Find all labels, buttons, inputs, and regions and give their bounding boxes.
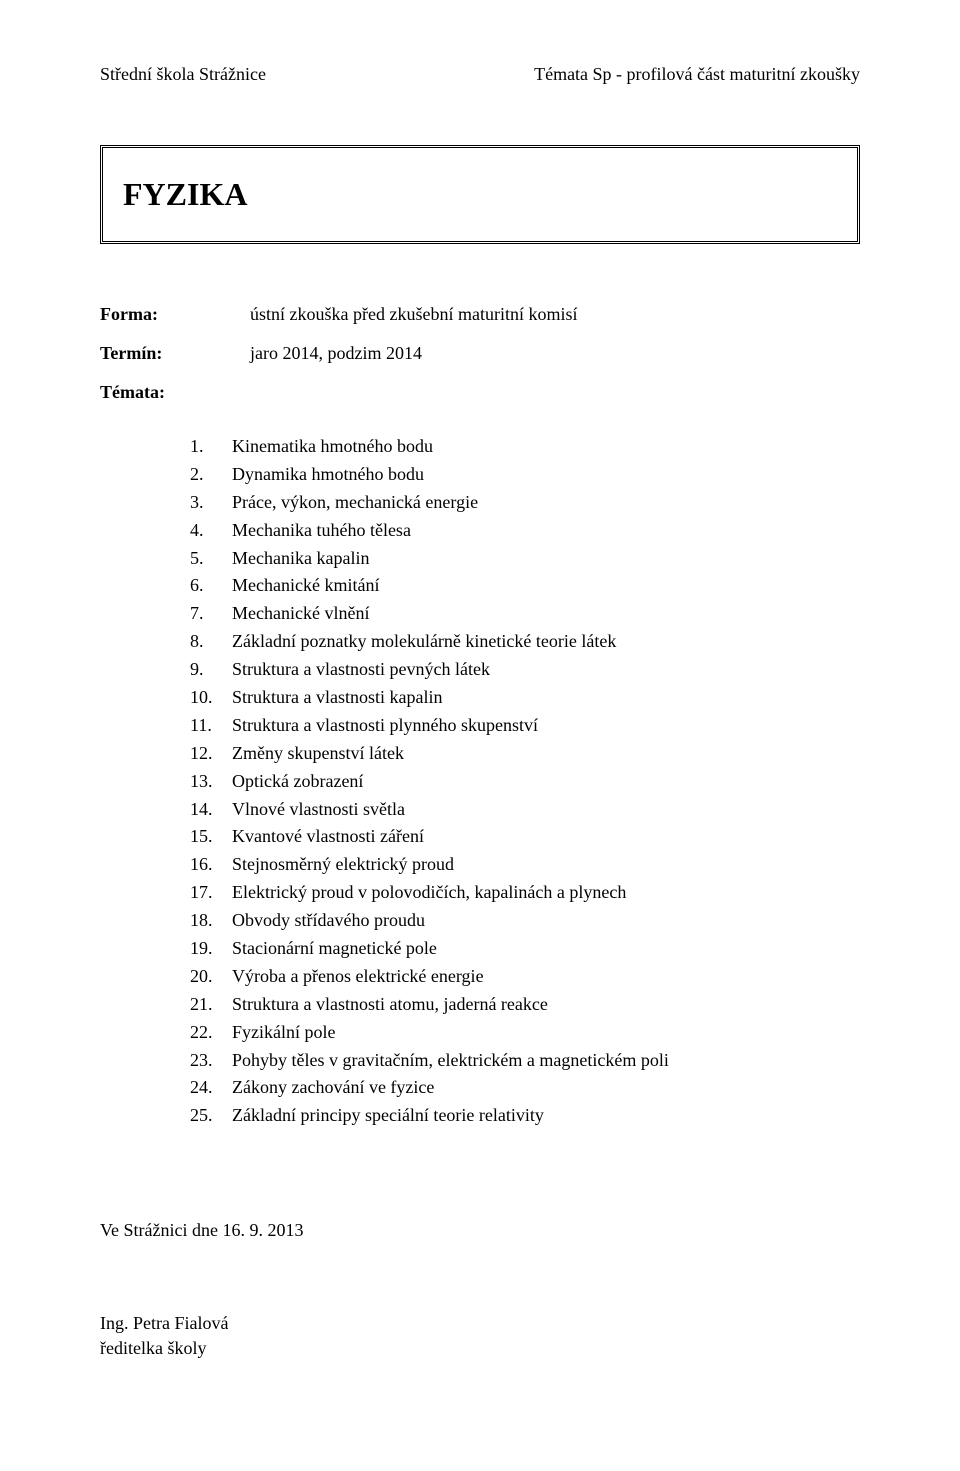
list-item: 25.Základní principy speciální teorie re… [190,1102,860,1130]
item-number: 11. [190,712,232,740]
item-text: Vlnové vlastnosti světla [232,796,860,824]
forma-label: Forma: [100,304,250,325]
list-item: 17.Elektrický proud v polovodičích, kapa… [190,879,860,907]
item-text: Struktura a vlastnosti atomu, jaderná re… [232,991,860,1019]
item-text: Základní principy speciální teorie relat… [232,1102,860,1130]
footer-name: Ing. Petra Fialová [100,1311,860,1336]
item-text: Mechanika kapalin [232,545,860,573]
list-item: 8.Základní poznatky molekulárně kinetick… [190,628,860,656]
list-item: 12.Změny skupenství látek [190,740,860,768]
item-text: Základní poznatky molekulárně kinetické … [232,628,860,656]
item-number: 6. [190,572,232,600]
item-text: Zákony zachování ve fyzice [232,1074,860,1102]
list-item: 9.Struktura a vlastnosti pevných látek [190,656,860,684]
item-text: Elektrický proud v polovodičích, kapalin… [232,879,860,907]
item-number: 21. [190,991,232,1019]
meta-termin: Termín: jaro 2014, podzim 2014 [100,343,860,364]
item-text: Mechanické vlnění [232,600,860,628]
item-number: 1. [190,433,232,461]
temata-label: Témata: [100,382,860,403]
list-item: 21.Struktura a vlastnosti atomu, jaderná… [190,991,860,1019]
header-left: Střední škola Strážnice [100,64,266,85]
item-number: 7. [190,600,232,628]
list-item: 16.Stejnosměrný elektrický proud [190,851,860,879]
item-text: Struktura a vlastnosti pevných látek [232,656,860,684]
item-number: 8. [190,628,232,656]
item-text: Práce, výkon, mechanická energie [232,489,860,517]
item-number: 10. [190,684,232,712]
item-number: 2. [190,461,232,489]
list-item: 7.Mechanické vlnění [190,600,860,628]
item-number: 18. [190,907,232,935]
list-item: 3.Práce, výkon, mechanická energie [190,489,860,517]
item-number: 14. [190,796,232,824]
item-text: Kvantové vlastnosti záření [232,823,860,851]
item-text: Výroba a přenos elektrické energie [232,963,860,991]
list-item: 2.Dynamika hmotného bodu [190,461,860,489]
title-box: FYZIKA [100,145,860,244]
item-number: 3. [190,489,232,517]
list-item: 14.Vlnové vlastnosti světla [190,796,860,824]
list-item: 10.Struktura a vlastnosti kapalin [190,684,860,712]
item-text: Mechanické kmitání [232,572,860,600]
item-number: 15. [190,823,232,851]
item-number: 13. [190,768,232,796]
item-number: 5. [190,545,232,573]
item-text: Fyzikální pole [232,1019,860,1047]
item-number: 9. [190,656,232,684]
list-item: 23.Pohyby těles v gravitačním, elektrick… [190,1047,860,1075]
list-item: 1.Kinematika hmotného bodu [190,433,860,461]
item-text: Mechanika tuhého tělesa [232,517,860,545]
item-text: Změny skupenství látek [232,740,860,768]
document-title: FYZIKA [123,176,837,213]
list-item: 15.Kvantové vlastnosti záření [190,823,860,851]
termin-value: jaro 2014, podzim 2014 [250,343,860,364]
list-item: 5.Mechanika kapalin [190,545,860,573]
footer-signature: Ing. Petra Fialová ředitelka školy [100,1311,860,1361]
item-number: 20. [190,963,232,991]
item-number: 16. [190,851,232,879]
item-number: 19. [190,935,232,963]
termin-label: Termín: [100,343,250,364]
list-item: 6.Mechanické kmitání [190,572,860,600]
meta-forma: Forma: ústní zkouška před zkušební matur… [100,304,860,325]
header-right: Témata Sp - profilová část maturitní zko… [534,64,860,85]
list-item: 24.Zákony zachování ve fyzice [190,1074,860,1102]
page-header: Střední škola Strážnice Témata Sp - prof… [100,64,860,85]
item-text: Dynamika hmotného bodu [232,461,860,489]
footer-date: Ve Strážnici dne 16. 9. 2013 [100,1220,860,1241]
footer-role: ředitelka školy [100,1336,860,1361]
item-number: 25. [190,1102,232,1130]
item-text: Pohyby těles v gravitačním, elektrickém … [232,1047,860,1075]
meta-block: Forma: ústní zkouška před zkušební matur… [100,304,860,403]
list-item: 20.Výroba a přenos elektrické energie [190,963,860,991]
item-number: 24. [190,1074,232,1102]
item-text: Struktura a vlastnosti plynného skupenst… [232,712,860,740]
item-text: Stacionární magnetické pole [232,935,860,963]
item-number: 23. [190,1047,232,1075]
list-item: 13.Optická zobrazení [190,768,860,796]
item-number: 4. [190,517,232,545]
item-number: 12. [190,740,232,768]
item-text: Optická zobrazení [232,768,860,796]
topics-list: 1.Kinematika hmotného bodu2.Dynamika hmo… [100,433,860,1130]
item-text: Kinematika hmotného bodu [232,433,860,461]
forma-value: ústní zkouška před zkušební maturitní ko… [250,304,860,325]
item-text: Stejnosměrný elektrický proud [232,851,860,879]
item-text: Struktura a vlastnosti kapalin [232,684,860,712]
list-item: 19.Stacionární magnetické pole [190,935,860,963]
item-text: Obvody střídavého proudu [232,907,860,935]
list-item: 11.Struktura a vlastnosti plynného skupe… [190,712,860,740]
item-number: 17. [190,879,232,907]
list-item: 18.Obvody střídavého proudu [190,907,860,935]
item-number: 22. [190,1019,232,1047]
list-item: 22.Fyzikální pole [190,1019,860,1047]
list-item: 4.Mechanika tuhého tělesa [190,517,860,545]
